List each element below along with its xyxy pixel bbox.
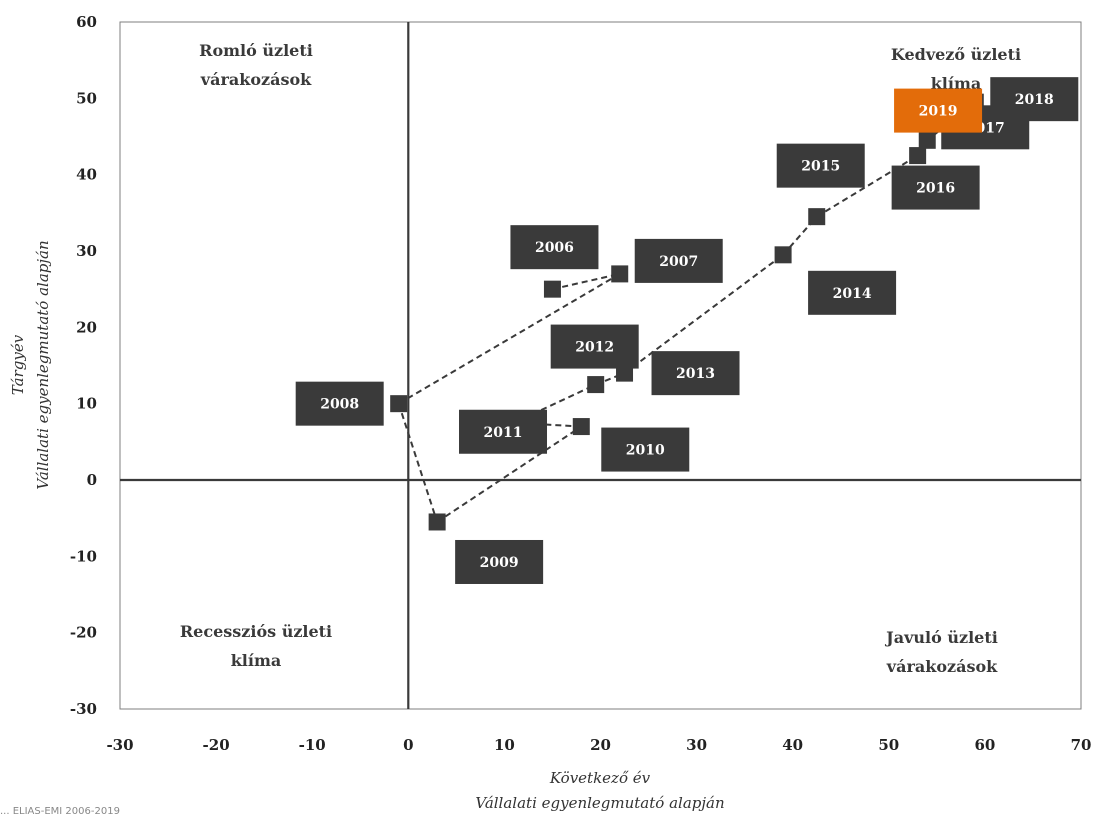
year-label-2015: 2015 xyxy=(776,143,865,188)
year-label-text: 2011 xyxy=(484,425,523,441)
year-label-2008: 2008 xyxy=(295,381,384,426)
year-label-text: 2008 xyxy=(320,397,359,413)
point-marker-2013 xyxy=(616,364,634,382)
connector-segment xyxy=(397,403,439,523)
x-axis-title: Következő év xyxy=(549,769,651,787)
point-marker-2017 xyxy=(918,131,936,149)
axis-titles: Következő év Vállalati egyenlegmutató ala… xyxy=(9,240,725,812)
quadrant-label-bottom-left: Recessziós üzleti xyxy=(180,622,332,641)
year-label-box xyxy=(634,238,723,283)
data-markers xyxy=(390,93,984,531)
source-footnote: ... ELIAS-EMI 2006-2019 xyxy=(0,806,120,817)
x-tick-label: 40 xyxy=(782,736,803,754)
quadrant-label-top-right: klíma xyxy=(931,74,982,93)
connector-segment xyxy=(623,254,784,374)
year-label-2014: 2014 xyxy=(808,270,897,315)
point-marker-2009 xyxy=(428,513,446,531)
x-tick-label: -30 xyxy=(106,736,133,754)
year-label-text: 2012 xyxy=(575,340,614,356)
x-tick-label: 50 xyxy=(878,736,899,754)
year-label-2012: 2012 xyxy=(550,324,639,369)
year-label-text: 2016 xyxy=(916,181,955,197)
quadrant-label-top-right: Kedvező üzleti xyxy=(891,45,1021,64)
year-label-text: 2013 xyxy=(676,366,715,382)
y-tick-label: 40 xyxy=(76,166,97,184)
axes xyxy=(120,22,1081,709)
x-tick-label: 0 xyxy=(403,736,413,754)
year-label-text: 2019 xyxy=(919,104,958,120)
point-marker-2006 xyxy=(543,280,561,298)
x-tick-label: 10 xyxy=(494,736,515,754)
year-label-text: 2018 xyxy=(1015,92,1054,108)
x-tick-label: 30 xyxy=(686,736,707,754)
year-label-box xyxy=(776,143,865,188)
x-tick-label: 20 xyxy=(590,736,611,754)
x-tick-label: -20 xyxy=(203,736,230,754)
year-label-box xyxy=(601,427,690,472)
connector-segment xyxy=(552,272,620,291)
year-label-text: 2014 xyxy=(833,286,872,302)
point-marker-2008 xyxy=(390,395,408,413)
year-label-text: 2010 xyxy=(626,443,665,459)
x-tick-label: 60 xyxy=(974,736,995,754)
year-label-text: 2006 xyxy=(535,240,574,256)
point-marker-2014 xyxy=(774,246,792,264)
y-tick-label: 0 xyxy=(87,471,97,489)
quadrant-label-bottom-right: Javuló üzleti xyxy=(884,628,998,647)
y-tick-label: -20 xyxy=(70,624,97,642)
tick-labels: -30 -20 -10 0 10 20 30 40 50 60 70 -30 -20 -10 0 10 20 30… xyxy=(70,13,1092,754)
year-label-2019: 2019 xyxy=(894,88,983,133)
point-marker-2015 xyxy=(808,208,826,226)
year-label-text: 2009 xyxy=(480,555,519,571)
year-label-2013: 2013 xyxy=(651,351,740,396)
y-tick-label: 30 xyxy=(76,242,97,260)
y-tick-label: -30 xyxy=(70,700,97,718)
year-label-box xyxy=(295,381,384,426)
connector-segment xyxy=(398,273,621,405)
y-tick-label: 10 xyxy=(76,395,97,413)
year-label-box xyxy=(808,270,897,315)
year-label-box xyxy=(455,539,544,584)
year-label-box xyxy=(894,88,983,133)
x-axis-title: Vállalati egyenlegmutató alapján xyxy=(475,794,724,812)
year-label-box xyxy=(651,351,740,396)
y-tick-label: 20 xyxy=(76,318,97,336)
y-tick-label: 60 xyxy=(76,13,97,31)
year-label-2016: 2016 xyxy=(891,165,980,210)
x-tick-label: 70 xyxy=(1071,736,1092,754)
y-axis-title: Tárgyév xyxy=(9,334,27,395)
year-labels: 2006 2007 2008 2009 2010 2011 2012 2013 2014 2015… xyxy=(295,77,1079,584)
y-axis-title: Vállalati egyenlegmutató alapján xyxy=(34,240,52,489)
connector-segment xyxy=(436,425,582,523)
y-tick-label: 50 xyxy=(76,89,97,107)
year-label-box xyxy=(990,77,1079,122)
y-tick-label: -10 xyxy=(70,547,97,565)
x-tick-label: -10 xyxy=(299,736,326,754)
year-label-2011: 2011 xyxy=(459,409,548,454)
year-label-2018: 2018 xyxy=(990,77,1079,122)
year-label-text: 2015 xyxy=(801,159,840,175)
point-marker-2012 xyxy=(587,376,605,394)
quadrant-label-bottom-left: klíma xyxy=(231,651,282,670)
year-label-2010: 2010 xyxy=(601,427,690,472)
point-marker-2016 xyxy=(909,147,927,165)
year-label-box xyxy=(891,165,980,210)
year-label-box xyxy=(510,225,599,270)
plot-border xyxy=(119,21,1082,710)
year-label-2006: 2006 xyxy=(510,225,599,270)
year-label-2007: 2007 xyxy=(634,238,723,283)
plot-frame xyxy=(119,21,1082,710)
quadrant-label-bottom-right: várakozások xyxy=(886,657,998,676)
year-label-2009: 2009 xyxy=(455,539,544,584)
point-marker-2010 xyxy=(572,418,590,436)
connector-segment xyxy=(513,421,582,428)
quadrant-label-top-left: várakozások xyxy=(200,70,312,89)
year-label-box xyxy=(459,409,548,454)
point-marker-2007 xyxy=(611,265,629,283)
year-label-box xyxy=(550,324,639,369)
year-label-text: 2007 xyxy=(659,254,698,270)
quadrant-labels: Romló üzleti várakozások Kedvező üzleti klí… xyxy=(180,41,1021,676)
quadrant-label-top-left: Romló üzleti xyxy=(199,41,313,60)
